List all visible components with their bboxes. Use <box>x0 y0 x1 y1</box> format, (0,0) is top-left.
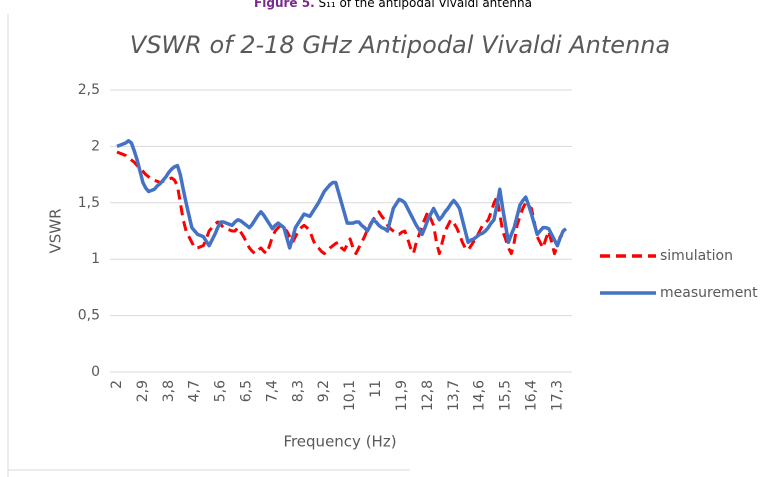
x-tick-label: 3,8 <box>161 380 177 402</box>
x-tick-label: 15,5 <box>498 380 514 411</box>
x-tick-label: 6,5 <box>239 380 255 402</box>
x-tick-label: 2 <box>109 380 125 389</box>
x-tick-label: 8,3 <box>290 380 306 402</box>
x-tick-label: 12,8 <box>420 380 436 411</box>
caption-text: S₁₁ of the antipodal Vivaldi antenna <box>318 0 531 10</box>
x-tick-label: 17,3 <box>549 380 565 411</box>
y-tick-label: 2,5 <box>78 82 100 98</box>
x-tick-label: 4,7 <box>187 380 203 402</box>
y-tick-label: 0 <box>91 364 100 380</box>
legend-label: measurement <box>660 285 758 301</box>
y-tick-label: 1,5 <box>78 195 100 211</box>
x-tick-label: 9,2 <box>316 380 332 402</box>
figure-caption: Figure 5. S₁₁ of the antipodal Vivaldi a… <box>254 0 532 10</box>
data-line <box>116 150 568 256</box>
data-line <box>116 139 568 250</box>
x-tick-label: 7,4 <box>264 380 280 402</box>
y-tick-label: 1 <box>91 251 100 267</box>
x-axis-label: Frequency (Hz) <box>283 433 396 451</box>
x-tick-label: 13,7 <box>446 380 462 411</box>
x-tick-label: 11,9 <box>394 380 410 411</box>
x-tick-label: 16,4 <box>523 380 539 411</box>
y-tick-label: 2 <box>91 138 100 154</box>
caption-label: Figure 5. <box>254 0 315 10</box>
x-tick-label: 10,1 <box>342 380 358 411</box>
x-tick-label: 11 <box>368 380 384 398</box>
chart-title: VSWR of 2-18 GHz Antipodal Vivaldi Anten… <box>130 31 670 59</box>
x-tick-label: 2,9 <box>135 380 151 402</box>
y-tick-label: 0,5 <box>78 308 100 324</box>
y-axis-label: VSWR <box>47 208 65 253</box>
x-tick-label: 5,6 <box>213 380 229 402</box>
x-tick-label: 14,6 <box>472 380 488 411</box>
legend-label: simulation <box>660 248 733 264</box>
